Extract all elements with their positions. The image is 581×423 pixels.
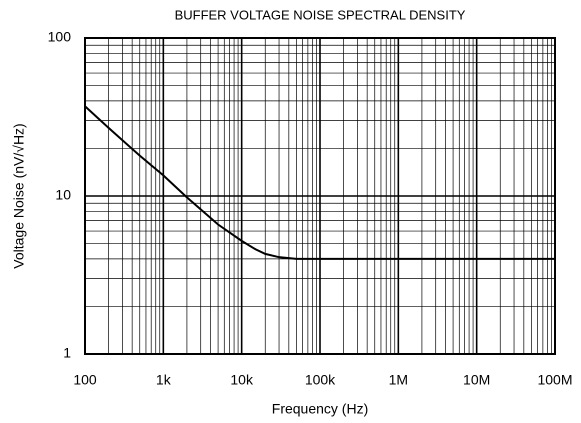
- noise-line: [84, 105, 555, 260]
- x-tick-label: 100: [73, 372, 97, 388]
- x-tick-label: 10M: [463, 372, 490, 388]
- x-tick-label: 1k: [156, 372, 172, 388]
- y-tick-label: 10: [55, 187, 71, 203]
- x-tick-label: 100M: [537, 372, 572, 388]
- y-axis-label: Voltage Noise (nV/√Hz): [11, 123, 27, 268]
- x-axis-label: Frequency (Hz): [272, 401, 368, 417]
- x-tick-label: 10k: [230, 372, 254, 388]
- plot-frame: [84, 37, 556, 355]
- x-tick-label: 1M: [389, 372, 408, 388]
- y-tick-label: 1: [63, 345, 71, 361]
- y-tick-label: 100: [48, 29, 72, 45]
- chart-title: BUFFER VOLTAGE NOISE SPECTRAL DENSITY: [175, 7, 466, 22]
- x-tick-label: 100k: [305, 372, 336, 388]
